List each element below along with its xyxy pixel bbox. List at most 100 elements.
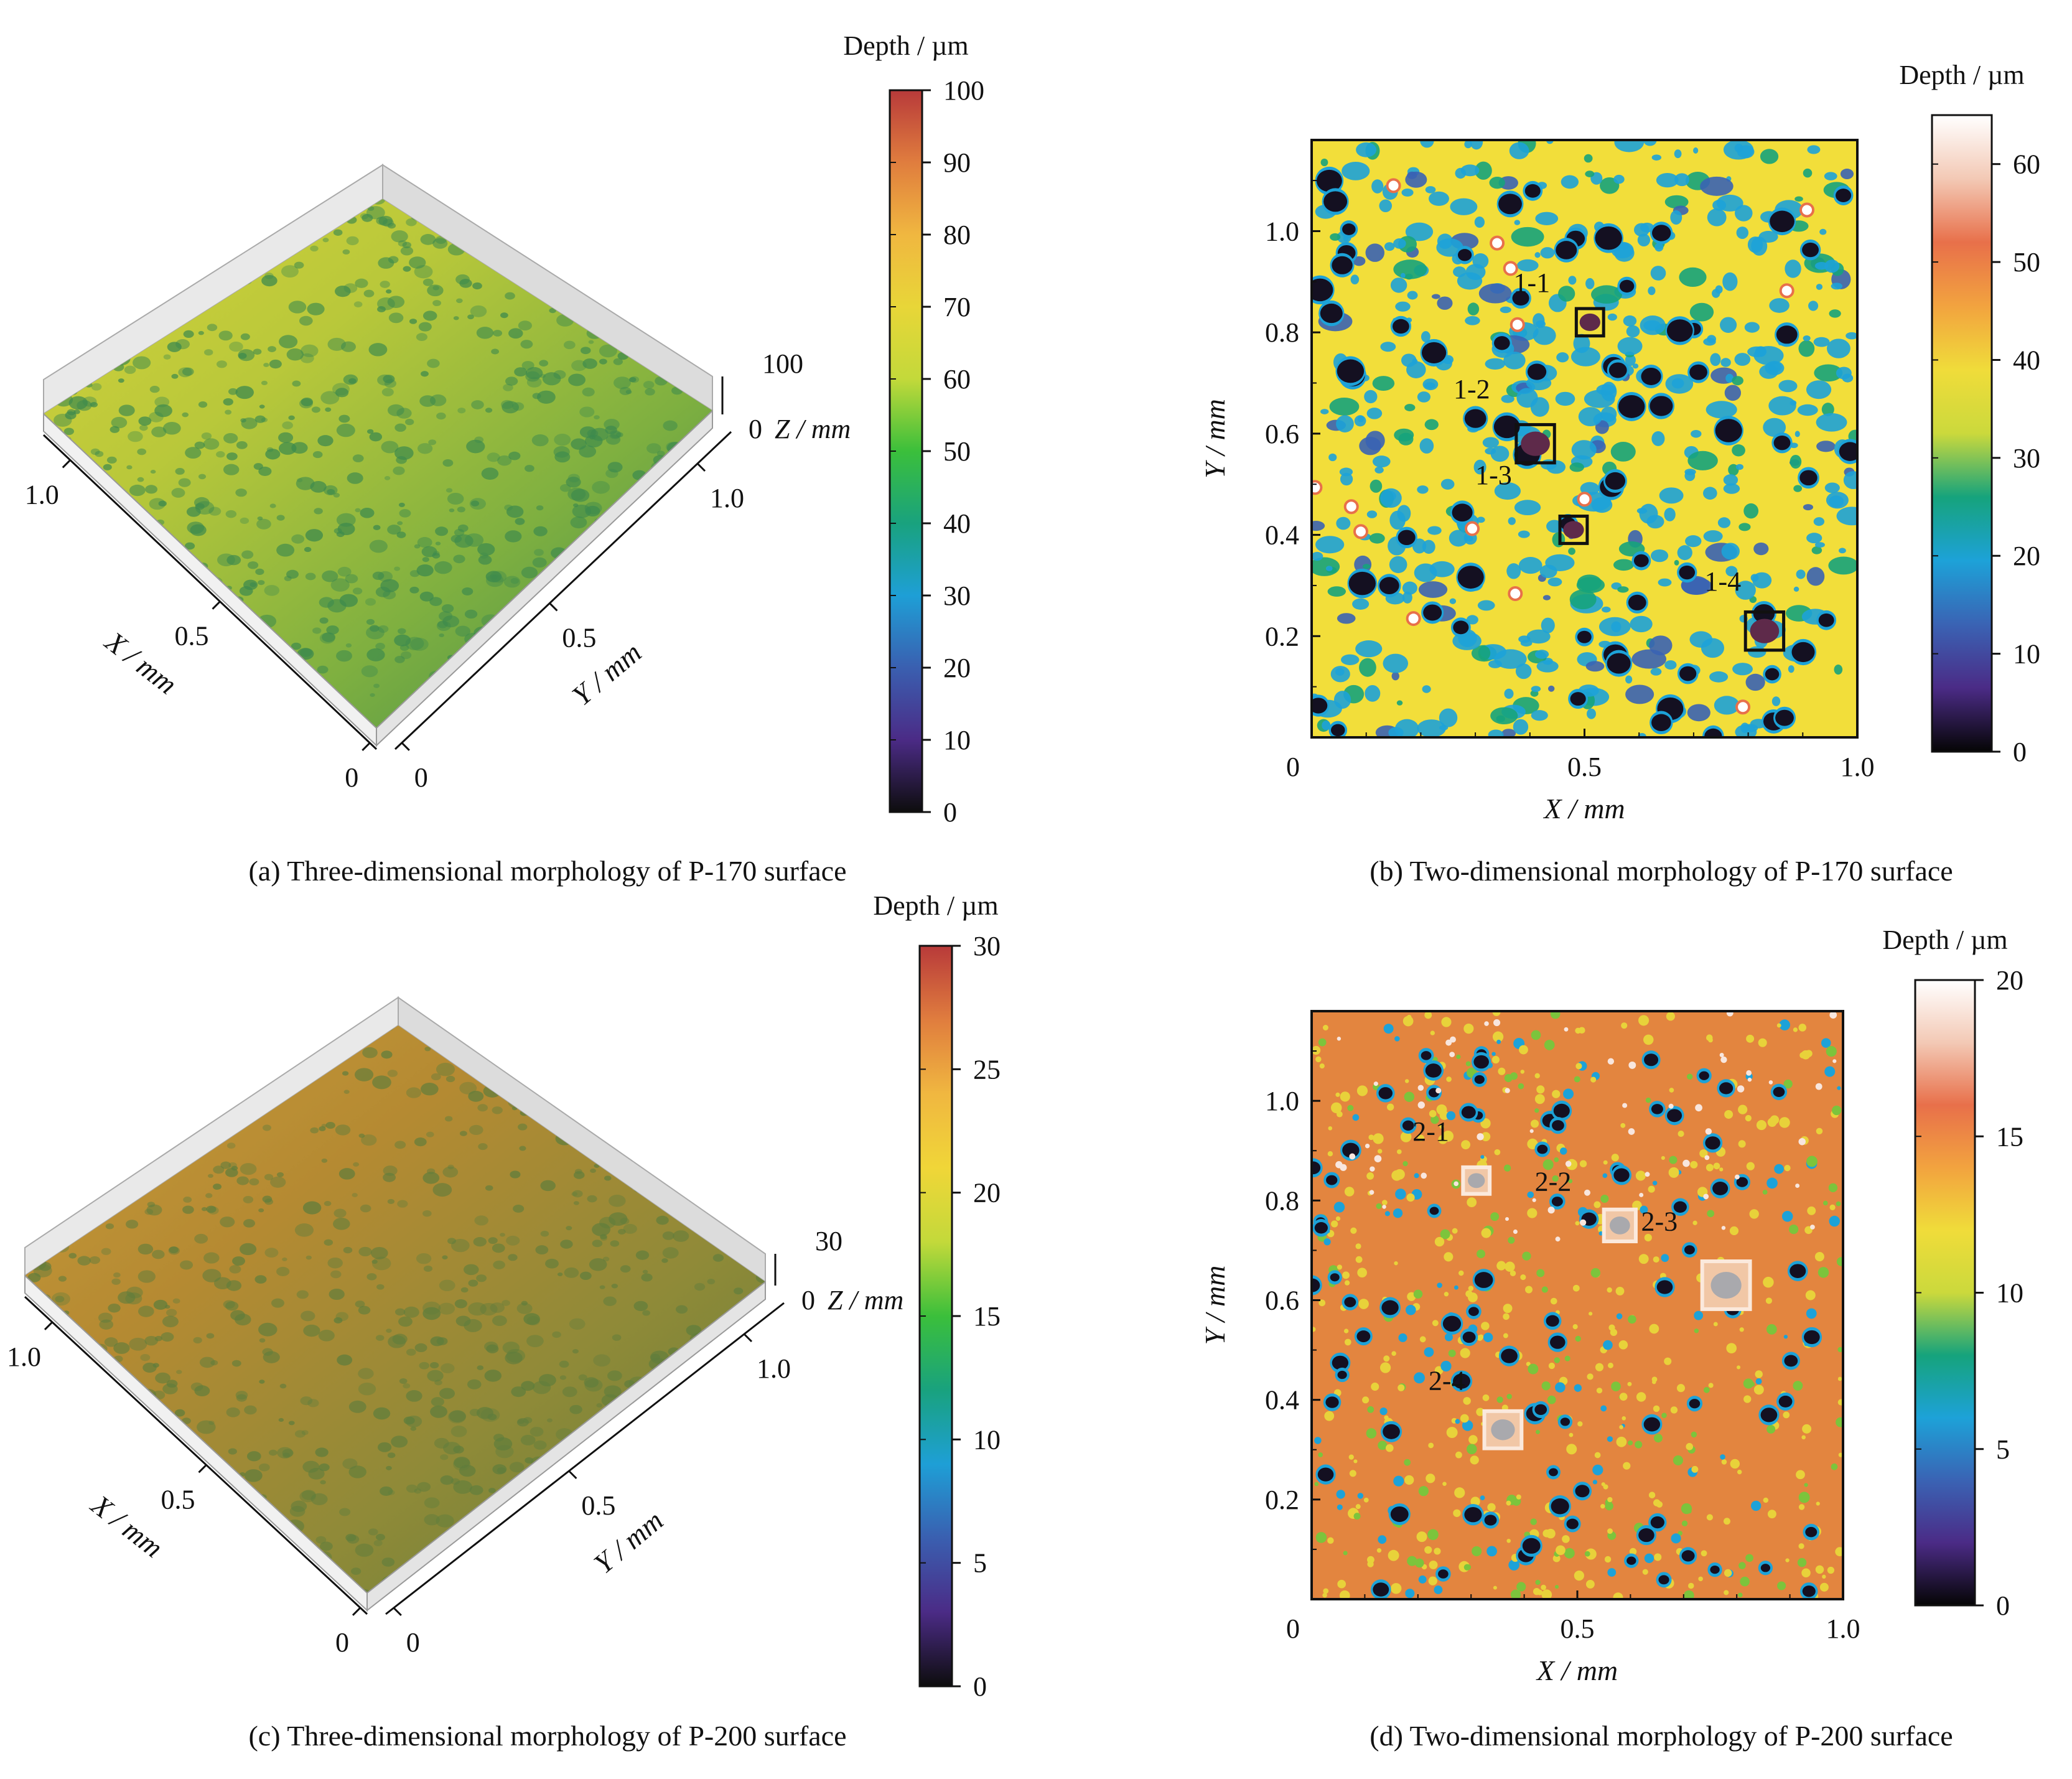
surface-pit [55, 236, 63, 242]
pit-shallow [1419, 438, 1434, 454]
surface-pit [449, 508, 455, 513]
surface-pit [106, 456, 117, 464]
surface-pit [342, 249, 350, 255]
surface-pit [243, 1520, 251, 1526]
surface-pit [573, 1171, 585, 1179]
surface-pit [91, 383, 102, 391]
colorbar-tick-label: 70 [943, 292, 971, 322]
surface-pit [150, 1454, 169, 1467]
surface-pit [52, 1455, 58, 1460]
surface-pit [228, 1569, 243, 1581]
surface-pit [542, 372, 561, 386]
surface-pit [637, 537, 645, 543]
pit-shallow [1489, 177, 1505, 189]
surface-pit [691, 1090, 698, 1095]
surface-pit [700, 223, 712, 234]
peak-spot [1832, 1059, 1837, 1063]
pit-shallow [1691, 1431, 1697, 1438]
surface-pit [348, 1400, 366, 1413]
surface-pit [671, 1398, 677, 1403]
surface-pit [253, 1570, 271, 1584]
peak-spot [1369, 1190, 1374, 1195]
pit-shallow [1428, 1576, 1437, 1585]
surface-pit [514, 367, 527, 377]
surface-pit [709, 1125, 728, 1139]
pit-shallow [1418, 581, 1448, 598]
surface-pit [500, 399, 514, 409]
surface-pit [376, 217, 388, 225]
pit-shallow [1318, 1299, 1326, 1307]
surface-pit [754, 1129, 765, 1144]
pit-shallow [1395, 301, 1411, 312]
surface-pit [510, 1170, 521, 1179]
surface-pit [240, 1243, 257, 1256]
pit-shallow [1749, 1209, 1759, 1219]
pit-shallow [1388, 727, 1404, 737]
surface-pit [491, 721, 509, 728]
pit-shallow [1355, 1243, 1361, 1249]
pit-deep [1836, 189, 1852, 202]
pit-shallow [1333, 1202, 1345, 1213]
pit-shallow [1701, 1550, 1707, 1557]
pit-shallow [1323, 1238, 1331, 1246]
pit-shallow [1814, 1251, 1824, 1262]
pit-shallow [1405, 1589, 1415, 1599]
surface-pit [709, 1116, 715, 1121]
surface-pit [506, 505, 524, 518]
surface-pit [375, 1335, 385, 1341]
pit-shallow [1414, 1372, 1425, 1384]
pit-deep [1705, 1136, 1720, 1150]
peak-spot [1564, 1027, 1569, 1032]
pit-shallow [1335, 1216, 1341, 1221]
pit-shallow [1425, 186, 1436, 194]
surface-pit [530, 1427, 544, 1437]
pit-deep [1527, 363, 1547, 380]
surface-pit [648, 1408, 666, 1421]
pit-shallow [1644, 1233, 1652, 1242]
peak-spot [1737, 1085, 1745, 1093]
surface-pit [552, 1331, 561, 1338]
surface-pit [502, 1300, 510, 1306]
pit-shallow [1703, 1386, 1710, 1393]
pit-shallow [1516, 1582, 1526, 1592]
pit-shallow [1687, 451, 1718, 470]
pit-shallow [1601, 381, 1617, 401]
pit-shallow [1418, 1486, 1429, 1497]
pit-shallow [1631, 649, 1667, 669]
surface-pit [520, 340, 533, 349]
pit-shallow [1518, 530, 1530, 538]
pit-shallow [1720, 358, 1731, 367]
surface-pit [73, 1146, 91, 1159]
surface-pit [599, 358, 607, 365]
surface-pit [525, 1457, 534, 1464]
surface-pit [726, 1544, 745, 1557]
pit-shallow [1708, 1383, 1714, 1388]
colorbar-label: Depth / µm [1899, 60, 2024, 90]
surface-pit [128, 199, 137, 203]
surface-pit [381, 1557, 395, 1567]
surface-pit [643, 624, 653, 632]
surface-pit [279, 1383, 287, 1389]
pit-shallow [1430, 1030, 1435, 1035]
pit-shallow [1600, 1194, 1609, 1203]
pit-shallow [1793, 586, 1799, 592]
surface-pit [605, 1030, 620, 1041]
pit-shallow [1466, 615, 1478, 625]
surface-pit [701, 337, 712, 349]
surface-pit [567, 487, 586, 501]
surface-pit [90, 448, 100, 455]
surface-pit [388, 312, 404, 324]
surface-pit [450, 1478, 460, 1485]
pit-shallow [1831, 1463, 1838, 1470]
surface-pit [471, 400, 484, 409]
surface-pit [46, 1350, 64, 1363]
pit-shallow [1527, 1208, 1538, 1218]
pit-shallow [1412, 358, 1418, 365]
pit-deep [1452, 503, 1473, 522]
pit-deep [1457, 249, 1472, 261]
pit-shallow [1487, 1503, 1496, 1512]
surface-pit [89, 1256, 101, 1264]
pit-shallow [1336, 415, 1354, 432]
surface-pit [140, 1353, 151, 1361]
